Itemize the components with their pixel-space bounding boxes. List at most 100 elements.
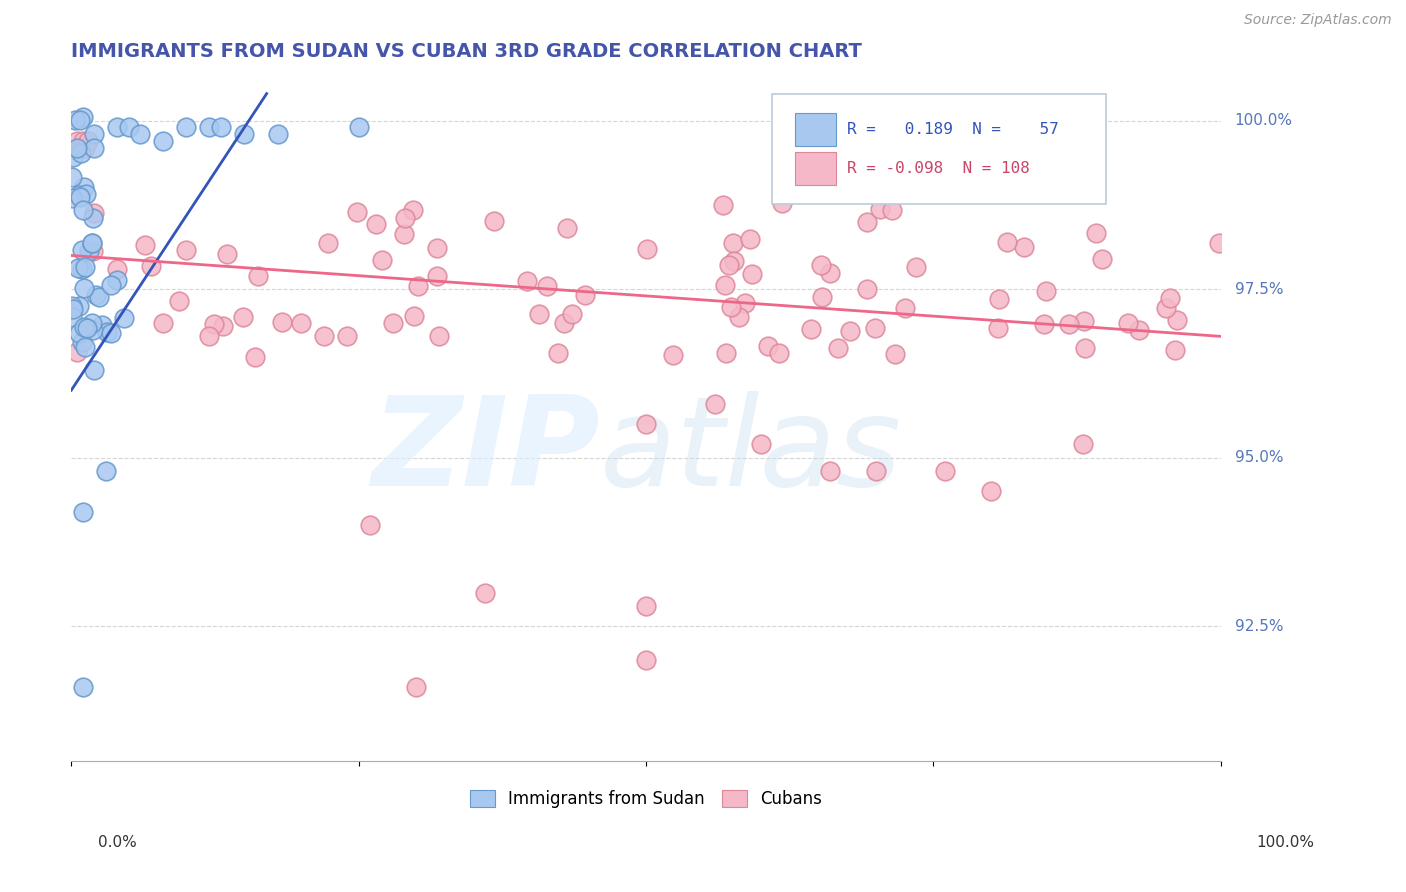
Point: [72, 134, 94, 148]
Point: [174, 120, 197, 135]
Point: [392, 227, 415, 241]
Point: [637, 242, 659, 256]
Point: [1156, 301, 1178, 316]
Point: [176, 243, 198, 257]
Point: [482, 214, 505, 228]
Point: [1033, 317, 1056, 331]
Point: [66, 261, 89, 276]
Point: [553, 316, 575, 330]
Point: [152, 316, 174, 330]
Point: [72, 680, 94, 694]
Point: [882, 202, 904, 217]
Point: [72, 202, 94, 217]
Point: [105, 261, 128, 276]
Text: 100.0%: 100.0%: [1257, 836, 1315, 850]
Point: [66, 134, 89, 148]
Bar: [796, 152, 835, 185]
Point: [60, 191, 83, 205]
Point: [94, 464, 117, 478]
Point: [72, 505, 94, 519]
Point: [211, 318, 233, 333]
Point: [1057, 317, 1080, 331]
Point: [83, 363, 105, 377]
Point: [209, 120, 232, 135]
Point: [404, 309, 426, 323]
Point: [555, 220, 578, 235]
Point: [316, 236, 339, 251]
Point: [73, 140, 96, 154]
Point: [267, 127, 290, 141]
Point: [865, 320, 887, 334]
Point: [800, 322, 823, 336]
Point: [67, 299, 90, 313]
Point: [988, 292, 1011, 306]
Point: [723, 254, 745, 268]
Point: [756, 339, 779, 353]
Point: [84, 288, 107, 302]
Point: [370, 253, 392, 268]
Point: [359, 518, 381, 533]
Point: [290, 316, 312, 330]
Point: [270, 315, 292, 329]
Point: [547, 345, 569, 359]
Point: [714, 277, 737, 292]
Point: [134, 237, 156, 252]
Text: 97.5%: 97.5%: [1234, 282, 1284, 297]
Point: [118, 120, 141, 135]
Point: [82, 323, 104, 337]
Point: [215, 246, 238, 260]
Point: [75, 186, 97, 201]
Point: [73, 180, 96, 194]
Point: [62, 301, 84, 316]
Point: [865, 464, 887, 478]
Point: [82, 244, 104, 259]
Point: [75, 260, 97, 274]
Point: [405, 680, 427, 694]
Point: [314, 329, 336, 343]
Point: [73, 281, 96, 295]
Point: [716, 346, 738, 360]
Point: [1166, 312, 1188, 326]
Point: [869, 202, 891, 216]
Point: [529, 306, 551, 320]
Point: [1091, 252, 1114, 266]
Point: [711, 198, 734, 212]
Point: [474, 585, 496, 599]
Point: [198, 120, 221, 135]
Point: [856, 215, 879, 229]
Point: [69, 112, 91, 127]
Point: [77, 244, 100, 258]
Point: [70, 146, 93, 161]
Point: [83, 127, 105, 141]
Point: [152, 134, 174, 148]
Point: [768, 345, 790, 359]
Point: [1074, 341, 1097, 355]
Point: [634, 417, 657, 431]
Point: [60, 170, 83, 185]
Text: R = -0.098  N = 108: R = -0.098 N = 108: [848, 161, 1031, 176]
Point: [661, 348, 683, 362]
Point: [634, 653, 657, 667]
Point: [83, 140, 105, 154]
Point: [987, 320, 1010, 334]
Point: [232, 310, 254, 325]
Point: [66, 344, 89, 359]
Point: [1085, 226, 1108, 240]
Point: [129, 127, 152, 141]
Text: 92.5%: 92.5%: [1234, 619, 1284, 633]
Point: [100, 326, 122, 340]
Point: [516, 273, 538, 287]
Point: [70, 334, 93, 349]
Point: [406, 279, 429, 293]
FancyBboxPatch shape: [772, 94, 1105, 204]
Text: Source: ZipAtlas.com: Source: ZipAtlas.com: [1244, 13, 1392, 28]
Point: [741, 267, 763, 281]
Point: [70, 243, 93, 257]
Point: [82, 316, 104, 330]
Point: [1012, 240, 1035, 254]
Point: [980, 484, 1002, 499]
Point: [96, 325, 118, 339]
Text: atlas: atlas: [600, 391, 903, 512]
Point: [62, 310, 84, 325]
Point: [336, 329, 359, 343]
